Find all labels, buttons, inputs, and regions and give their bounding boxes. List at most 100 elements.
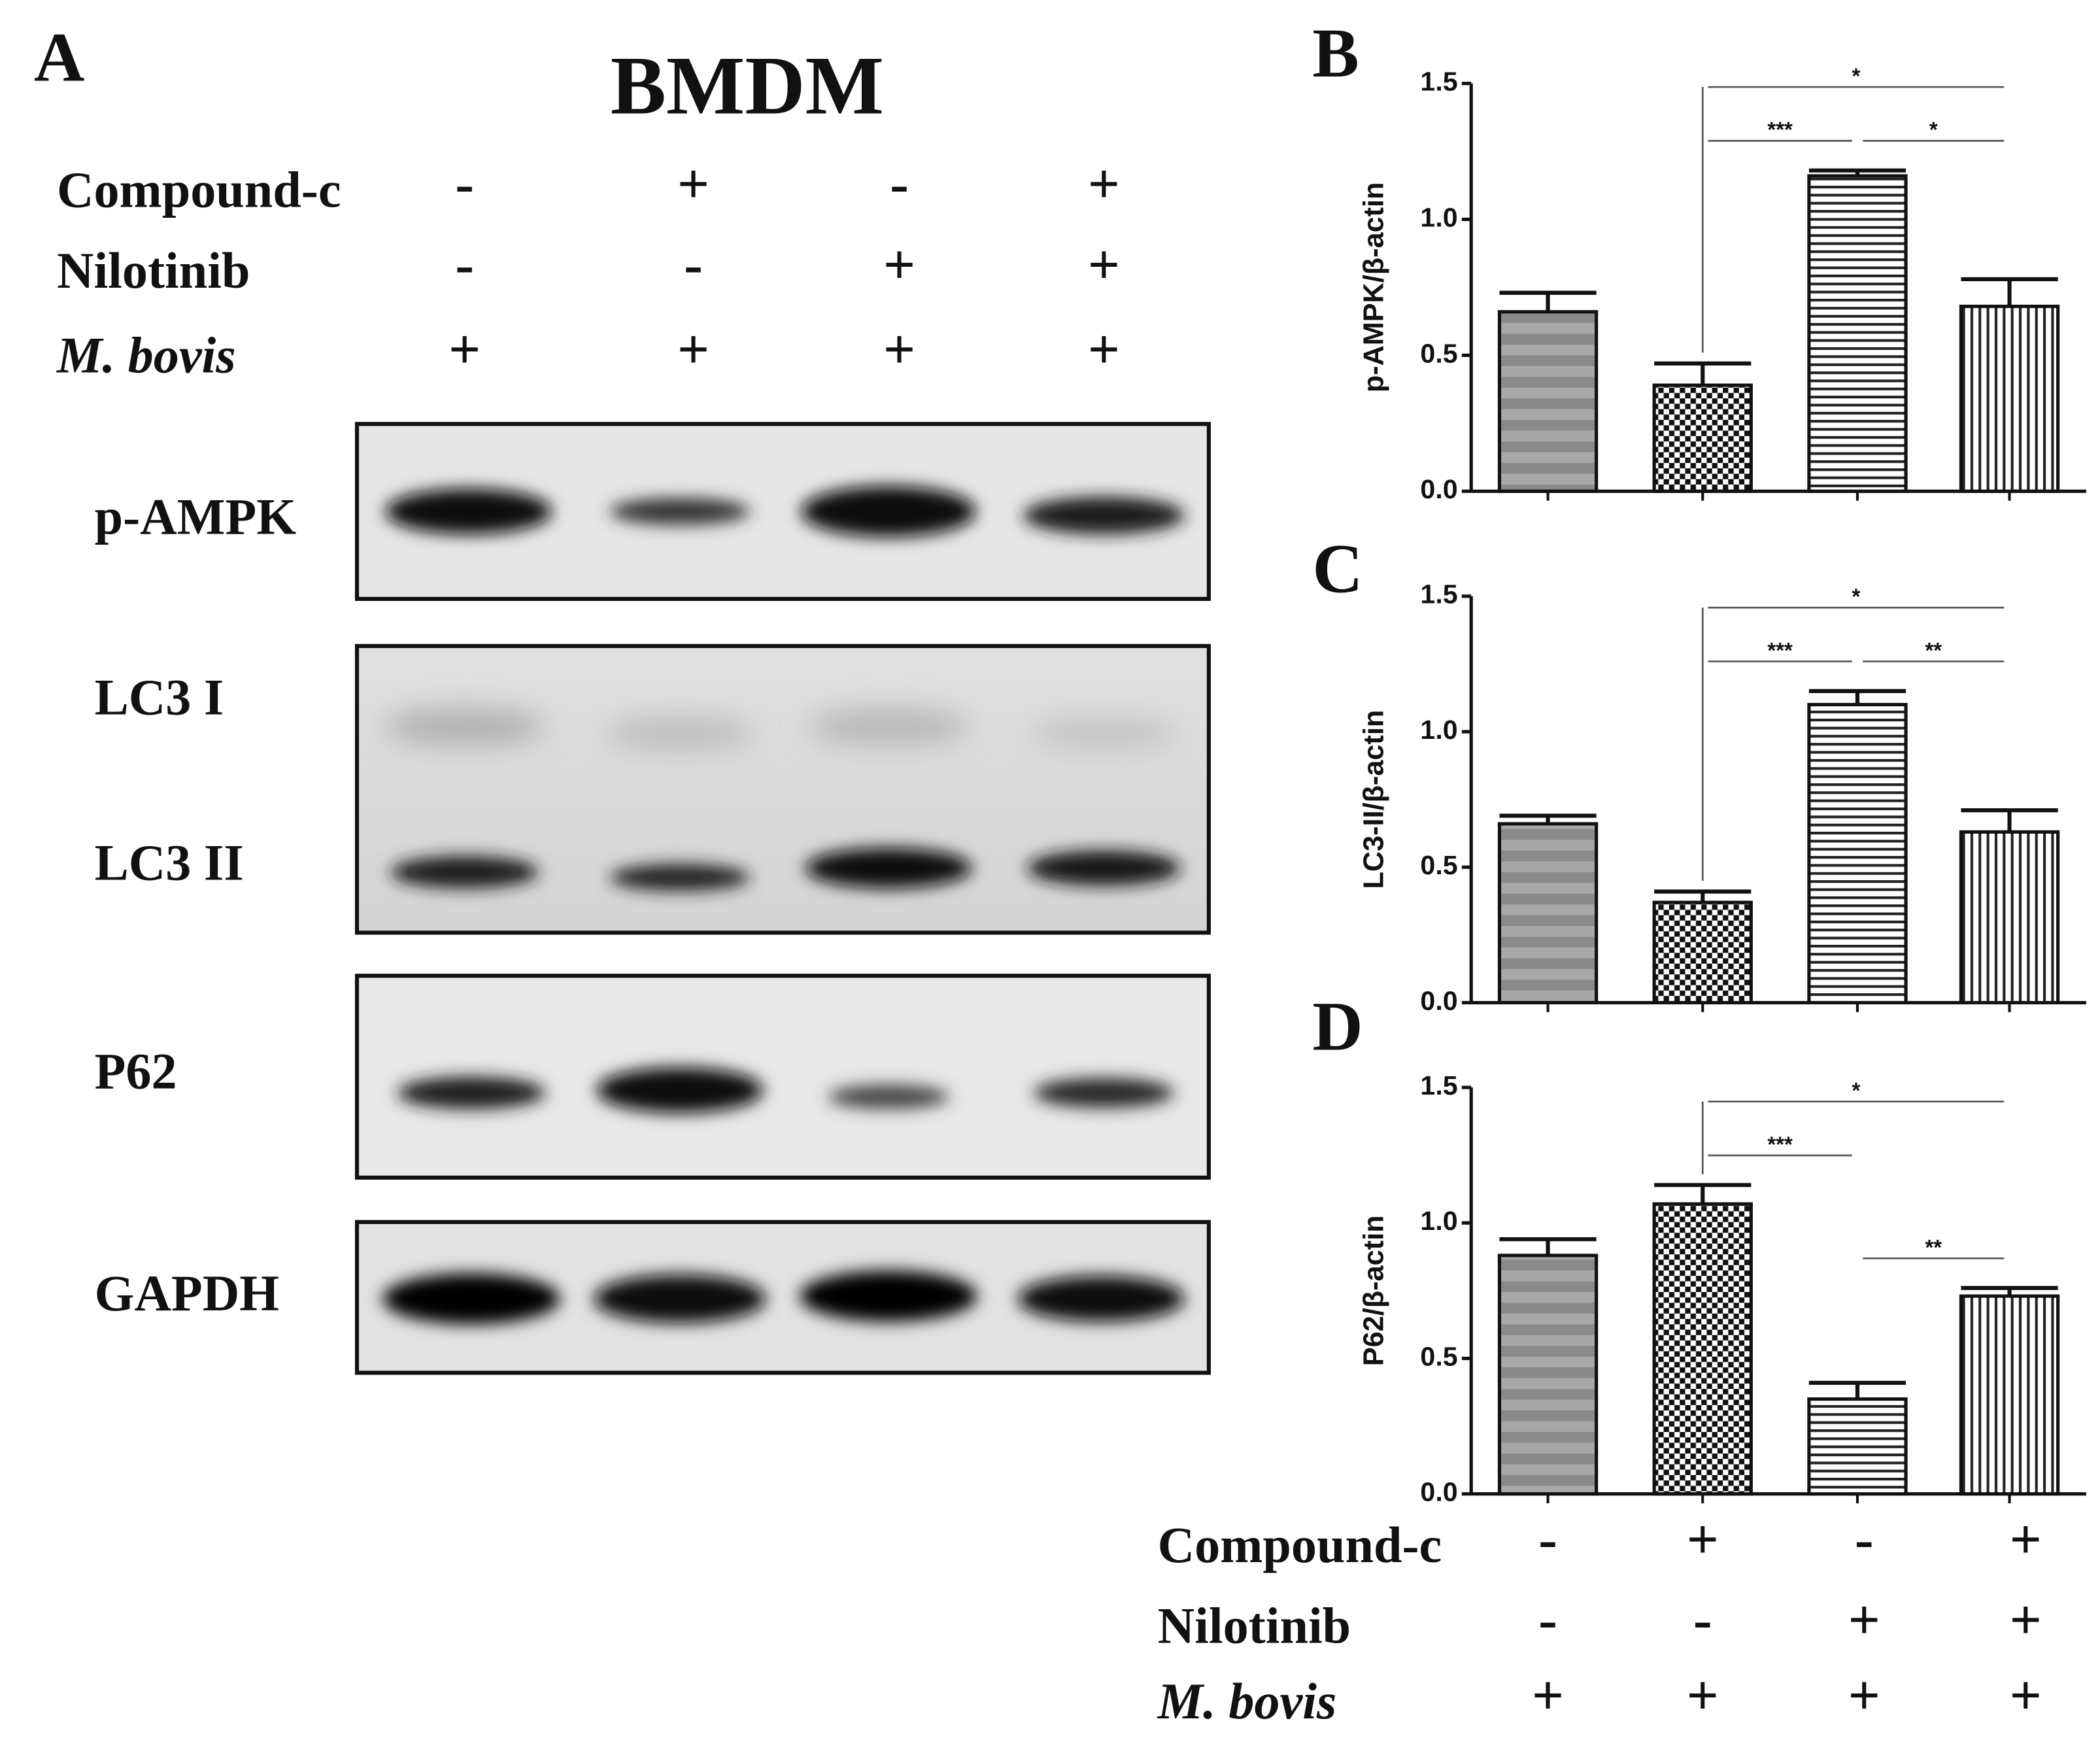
y-tick-label: 1.0 [1420,715,1457,745]
blot-box [354,974,1211,1180]
blot-band [609,864,751,891]
panel-label: C [1312,531,1363,608]
bar [1652,383,1753,493]
bar [1497,310,1599,493]
y-tick-label: 0.0 [1420,474,1457,504]
condition-value: - [1538,1508,1557,1571]
panel-label: B [1312,15,1359,92]
condition-label: Compound-c [1158,1516,1442,1573]
condition-value: - [455,233,474,296]
blot-band [828,1084,949,1110]
condition-value: - [455,152,474,215]
y-tick-label: 1.5 [1420,66,1457,96]
y-tick-label: 0.0 [1420,985,1457,1015]
condition-value: - [1538,1588,1557,1651]
blot-band [801,486,976,537]
condition-value: + [2010,1508,2042,1571]
condition-label: M. bovis [1157,1673,1337,1729]
y-tick-label: 1.0 [1420,1206,1457,1236]
blot-band [596,1067,764,1114]
significance-label: * [1852,63,1861,88]
condition-label: Nilotinib [1158,1597,1351,1654]
blot-bands [382,486,1185,1325]
significance-label: ** [1925,638,1942,662]
condition-value: - [684,233,703,296]
condition-value: + [1848,1588,1880,1651]
condition-label: Nilotinib [57,242,250,299]
blot-band [1017,1276,1185,1322]
blot-band [390,856,539,889]
condition-value: + [677,152,709,215]
condition-value: + [449,318,481,381]
blot-band [382,1273,560,1325]
blot-band [805,847,972,889]
y-tick-label: 1.0 [1420,202,1457,232]
y-axis-label: P62/β-actin [1359,1216,1390,1367]
y-axis-label: p-AMPK/β-actin [1359,182,1390,393]
bar [1959,1294,2060,1496]
blot-label: LC3 I [95,668,224,725]
blot-band [397,1076,546,1110]
blot-band [800,1270,977,1322]
blot-box [354,643,1211,935]
condition-value: + [677,318,709,381]
bar [1497,1253,1599,1496]
condition-value: + [1687,1664,1719,1727]
y-tick-label: 1.5 [1420,579,1457,609]
condition-value: + [883,318,915,381]
blot-band [1027,850,1181,886]
condition-value: - [1693,1588,1712,1651]
y-tick-label: 0.5 [1420,850,1457,880]
bar [1959,304,2060,493]
condition-value: + [883,233,915,296]
blot-label: P62 [95,1043,177,1100]
condition-value: + [1687,1508,1719,1571]
significance-label: * [1929,118,1938,142]
y-tick-label: 0.0 [1420,1477,1457,1507]
condition-value: + [1088,318,1120,381]
blot-label: LC3 II [95,834,244,891]
condition-label: M. bovis [56,327,236,384]
condition-label: Compound-c [57,161,341,218]
condition-value: - [1855,1508,1874,1571]
blot-label: p-AMPK [95,488,297,545]
condition-value: + [2010,1664,2042,1727]
bar [1652,900,1753,1004]
blot-label: GAPDH [95,1265,279,1321]
blot-band [385,488,552,535]
y-axis-label: LC3-II/β-actin [1359,710,1390,889]
condition-value: + [1088,152,1120,215]
bar [1497,822,1599,1004]
condition-value: + [1532,1664,1564,1727]
blot-band [384,707,546,746]
condition-value: + [1848,1664,1880,1727]
significance-label: *** [1767,1132,1793,1156]
blot-band [1034,1078,1174,1108]
bar [1807,174,1908,493]
blot-band [594,1274,766,1323]
blot-band [807,707,970,746]
significance-label: *** [1767,638,1793,662]
panel-title: BMDM [611,39,884,131]
condition-value: - [890,152,909,215]
significance-label: * [1852,585,1861,609]
blot-band [1023,496,1185,535]
bar [1959,830,2060,1004]
blot-band [605,717,754,750]
significance-label: ** [1925,1235,1942,1259]
panel-label: D [1312,988,1363,1065]
y-tick-label: 0.5 [1420,338,1457,368]
condition-value: + [2010,1588,2042,1651]
panel-label: A [34,19,84,96]
bar [1652,1202,1753,1496]
bar [1807,703,1908,1004]
blot-band [1030,717,1178,750]
bar [1807,1397,1908,1496]
y-tick-label: 1.5 [1420,1070,1457,1100]
y-tick-label: 0.5 [1420,1341,1457,1371]
